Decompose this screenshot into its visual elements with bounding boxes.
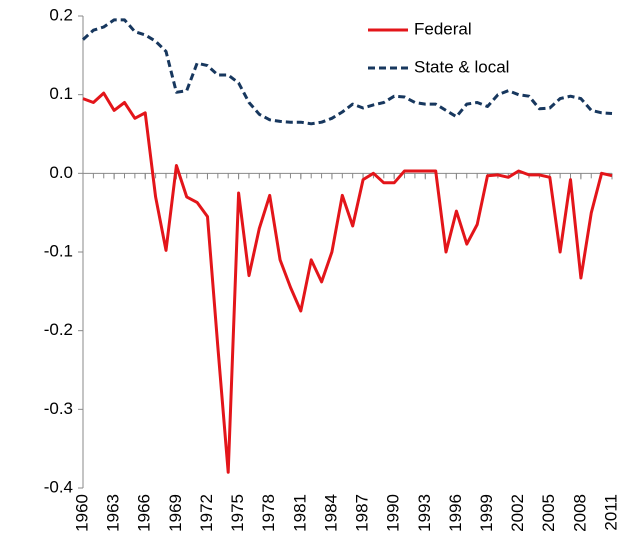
x-tick-label: 1960 (72, 494, 91, 532)
x-tick-label: 1987 (353, 494, 372, 532)
x-tick-label: 1999 (477, 494, 496, 532)
x-tick-label: 1972 (197, 494, 216, 532)
series-line (81, 18, 613, 126)
x-tick-label: 1993 (415, 494, 434, 532)
y-tick-label: 0.1 (49, 84, 73, 103)
x-tick-label: 1984 (321, 494, 340, 532)
x-tick-label: 1990 (384, 494, 403, 532)
y-tick-label: -0.4 (44, 477, 73, 496)
y-tick-label: -0.3 (44, 399, 73, 418)
y-tick-label: -0.2 (44, 320, 73, 339)
x-tick-label: 2002 (508, 494, 527, 532)
x-tick-label: 1981 (290, 494, 309, 532)
x-tick-label: 2011 (601, 494, 620, 531)
x-tick-label: 1963 (104, 494, 123, 532)
x-tick-label: 1969 (166, 494, 185, 532)
x-tick-label: 1966 (135, 494, 154, 532)
legend-label: State & local (414, 57, 509, 76)
y-tick-label: 0.2 (49, 5, 73, 24)
series-line (82, 91, 613, 474)
x-tick-label: 1996 (446, 494, 465, 532)
y-tick-label: -0.1 (44, 241, 73, 260)
x-tick-label: 2005 (539, 494, 558, 532)
x-tick-label: 1978 (259, 494, 278, 532)
legend-label: Federal (414, 19, 472, 38)
x-tick-label: 2008 (570, 494, 589, 532)
x-tick-label: 1975 (228, 494, 247, 532)
y-tick-label: 0.0 (49, 163, 73, 182)
